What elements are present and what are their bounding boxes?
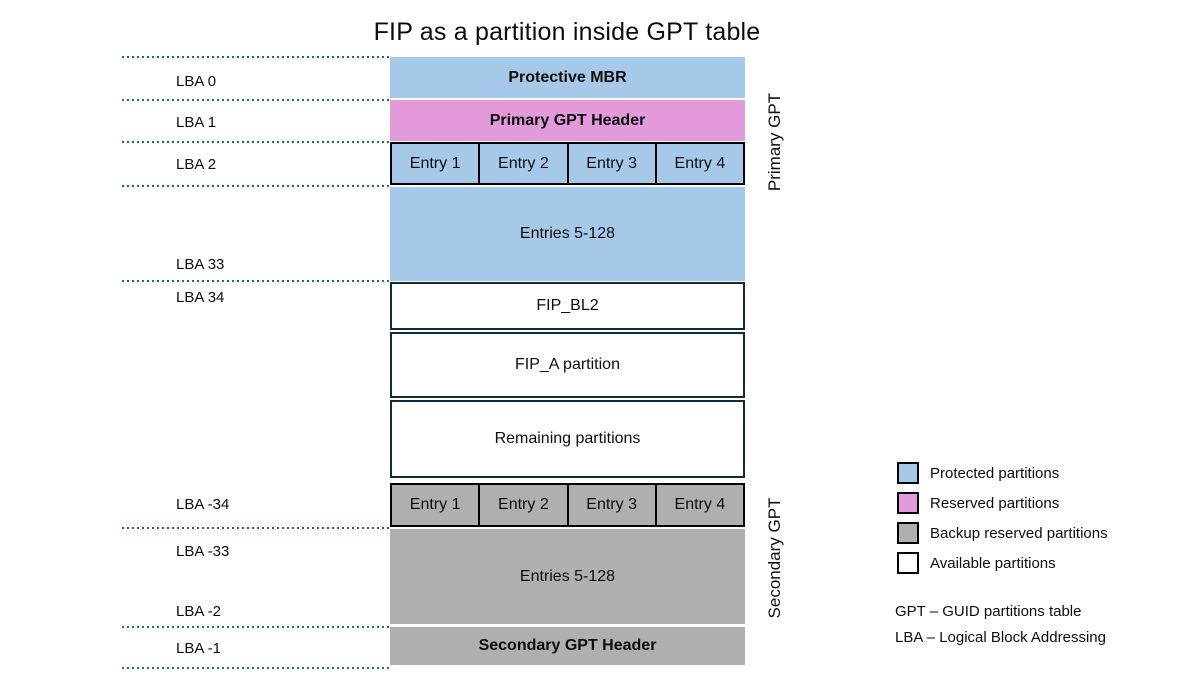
dotted-line: [122, 667, 390, 669]
dotted-line: [122, 527, 390, 529]
block-secondary-gpt-header: Secondary GPT Header: [390, 627, 745, 665]
lba-label-minus-2: LBA -2: [176, 603, 222, 620]
lba-label-minus-34: LBA -34: [176, 496, 230, 513]
abbreviation-gpt: GPT – GUID partitions table: [895, 603, 1082, 620]
secondary-entry-row: Entry 1 Entry 2 Entry 3 Entry 4: [390, 483, 745, 527]
secondary-entry-1: Entry 1: [390, 483, 481, 527]
secondary-gpt-side-label: Secondary GPT: [765, 497, 784, 619]
legend-item-protected: Protected partitions: [897, 462, 1059, 484]
primary-entry-3: Entry 3: [568, 142, 657, 185]
dotted-line: [122, 99, 390, 101]
primary-entry-2: Entry 2: [480, 142, 569, 185]
block-remaining-partitions: Remaining partitions: [390, 400, 745, 478]
block-fip-bl2: FIP_BL2: [390, 282, 745, 330]
lba-label-1: LBA 1: [176, 114, 217, 131]
block-primary-gpt-header: Primary GPT Header: [390, 100, 745, 141]
legend-swatch-available: [897, 552, 919, 574]
abbreviation-lba: LBA – Logical Block Addressing: [895, 629, 1106, 646]
dotted-line: [122, 280, 390, 282]
block-secondary-entries-5-128: Entries 5-128: [390, 529, 745, 624]
block-fip-a-partition: FIP_A partition: [390, 332, 745, 398]
lba-label-minus-33: LBA -33: [176, 543, 230, 560]
lba-label-33: LBA 33: [176, 256, 225, 273]
dotted-line: [122, 56, 390, 58]
diagram-title: FIP as a partition inside GPT table: [373, 18, 761, 46]
primary-entry-4: Entry 4: [656, 142, 745, 185]
lba-label-0: LBA 0: [176, 73, 217, 90]
legend-label: Backup reserved partitions: [930, 524, 1108, 542]
primary-entry-1: Entry 1: [390, 142, 481, 185]
legend-swatch-reserved: [897, 492, 919, 514]
lba-label-2: LBA 2: [176, 156, 217, 173]
legend-swatch-backup: [897, 522, 919, 544]
legend-item-available: Available partitions: [897, 552, 1056, 574]
secondary-entry-2: Entry 2: [480, 483, 569, 527]
legend-label: Protected partitions: [930, 464, 1060, 482]
legend-label: Available partitions: [930, 554, 1056, 572]
legend-swatch-protected: [897, 462, 919, 484]
block-primary-entries-5-128: Entries 5-128: [390, 187, 745, 281]
legend-label: Reserved partitions: [930, 494, 1060, 512]
lba-label-minus-1: LBA -1: [176, 640, 222, 657]
dotted-line: [122, 141, 390, 143]
lba-label-34: LBA 34: [176, 289, 225, 306]
secondary-entry-4: Entry 4: [656, 483, 745, 527]
primary-gpt-side-label: Primary GPT: [765, 92, 784, 192]
dotted-line: [122, 626, 390, 628]
legend-item-reserved: Reserved partitions: [897, 492, 1059, 514]
block-protective-mbr: Protective MBR: [390, 57, 745, 98]
legend-item-backup: Backup reserved partitions: [897, 522, 1108, 544]
dotted-line: [122, 185, 390, 187]
primary-entry-row: Entry 1 Entry 2 Entry 3 Entry 4: [390, 142, 745, 185]
secondary-entry-3: Entry 3: [568, 483, 657, 527]
